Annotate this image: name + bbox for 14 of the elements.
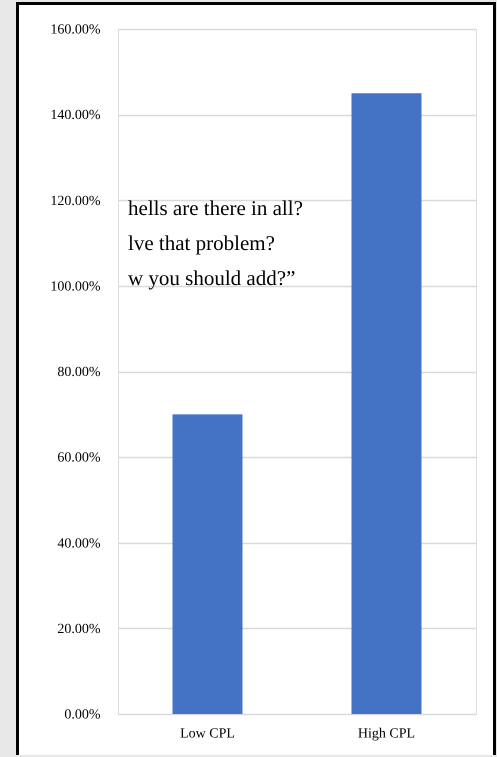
y-tick-label: 0.00% [64, 708, 101, 722]
x-tick-label: Low CPL [180, 726, 235, 742]
y-tick-label: 80.00% [57, 365, 101, 380]
y-tick-label: 140.00% [50, 108, 101, 124]
y-tick-label: 40.00% [57, 536, 101, 552]
y-tick-label: 60.00% [57, 450, 101, 466]
annotation: hells are there in all? [128, 196, 303, 220]
y-tick-label: 20.00% [57, 622, 101, 637]
y-tick-label: 120.00% [50, 194, 101, 209]
x-tick-label: High CPL [358, 726, 416, 742]
y-tick-label: 100.00% [50, 279, 101, 294]
annotation: lve that problem? [128, 231, 275, 255]
annotation: w you should add?” [128, 266, 296, 290]
y-tick-label: 160.00% [50, 22, 101, 38]
